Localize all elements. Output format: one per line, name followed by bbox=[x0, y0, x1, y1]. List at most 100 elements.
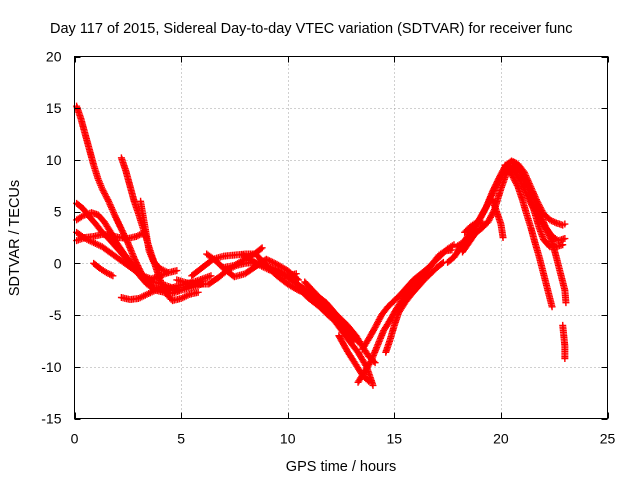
series-track26 bbox=[488, 195, 507, 241]
data-point bbox=[104, 196, 112, 204]
series-track19 bbox=[358, 246, 456, 353]
data-point bbox=[268, 258, 276, 266]
data-point bbox=[105, 199, 113, 207]
data-point bbox=[489, 188, 497, 196]
data-point bbox=[106, 270, 114, 278]
chart-title: Day 117 of 2015, Sidereal Day-to-day VTE… bbox=[50, 21, 572, 37]
series-track28 bbox=[461, 218, 488, 236]
axis-ticks: 0 5 10 15 20 25 20 15 10 5 0 -5 -10 -15 bbox=[41, 49, 615, 447]
data-point bbox=[160, 284, 168, 292]
series-track9 bbox=[117, 284, 168, 304]
data-point bbox=[270, 259, 278, 267]
data-point bbox=[136, 231, 144, 239]
data-point bbox=[448, 246, 456, 254]
data-point bbox=[371, 323, 379, 331]
series-track20 bbox=[382, 258, 447, 356]
y-tick-label: -5 bbox=[49, 307, 62, 323]
x-tick-label: 20 bbox=[493, 431, 509, 447]
data-point bbox=[267, 257, 275, 265]
data-point bbox=[546, 216, 554, 224]
y-tick-label: 5 bbox=[54, 204, 62, 220]
x-tick-label: 15 bbox=[387, 431, 403, 447]
data-point bbox=[110, 210, 118, 218]
data-point bbox=[294, 276, 302, 284]
data-point bbox=[547, 236, 555, 244]
data-point bbox=[561, 235, 569, 243]
data-point bbox=[484, 218, 492, 226]
data-point bbox=[551, 218, 559, 226]
data-point bbox=[485, 216, 493, 224]
data-point bbox=[350, 336, 358, 344]
data-point bbox=[264, 256, 272, 264]
data-point bbox=[363, 376, 371, 384]
data-point bbox=[548, 303, 556, 311]
data-point bbox=[207, 272, 215, 280]
data-point bbox=[109, 272, 117, 280]
data-point bbox=[100, 188, 108, 196]
data-point bbox=[103, 194, 111, 202]
x-tick-label: 0 bbox=[71, 431, 79, 447]
data-point bbox=[175, 286, 183, 294]
data-point bbox=[110, 209, 118, 217]
data-point bbox=[109, 207, 117, 215]
data-point bbox=[374, 319, 382, 327]
series-track4 bbox=[73, 228, 183, 294]
data-point bbox=[107, 271, 115, 279]
data-point bbox=[499, 234, 507, 241]
data-point bbox=[487, 213, 495, 221]
data-point bbox=[561, 355, 569, 363]
data-point bbox=[292, 270, 300, 278]
data-point bbox=[365, 377, 373, 385]
data-point bbox=[479, 209, 487, 217]
data-point bbox=[480, 207, 488, 215]
data-point bbox=[101, 191, 109, 199]
y-tick-label: -15 bbox=[41, 411, 61, 427]
series-track25 bbox=[510, 166, 570, 307]
data-point bbox=[98, 185, 106, 193]
data-point bbox=[101, 190, 109, 198]
data-point bbox=[107, 202, 115, 210]
data-point bbox=[173, 267, 181, 275]
data-point bbox=[104, 269, 112, 277]
data-point bbox=[265, 257, 273, 265]
data-point bbox=[549, 217, 557, 225]
data-point bbox=[373, 320, 381, 328]
data-point bbox=[375, 316, 383, 324]
plot-frame bbox=[74, 56, 608, 419]
x-tick-label: 25 bbox=[600, 431, 616, 447]
data-point bbox=[164, 269, 172, 277]
data-point bbox=[372, 322, 380, 330]
data-point bbox=[257, 245, 265, 253]
data-point bbox=[108, 205, 116, 213]
x-tick-label: 10 bbox=[280, 431, 296, 447]
data-point bbox=[518, 171, 526, 179]
data-point bbox=[102, 269, 110, 277]
data-point bbox=[102, 193, 110, 201]
data-point bbox=[293, 275, 301, 283]
data-point bbox=[194, 288, 202, 296]
y-tick-label: 10 bbox=[46, 152, 62, 168]
data-point bbox=[107, 204, 115, 212]
x-tick-label: 5 bbox=[177, 431, 185, 447]
data-point bbox=[490, 186, 498, 194]
data-point bbox=[106, 201, 114, 209]
data-point bbox=[482, 204, 490, 212]
data-point bbox=[484, 199, 492, 207]
y-tick-label: -10 bbox=[41, 359, 61, 375]
data-point bbox=[559, 241, 567, 249]
data-point bbox=[519, 172, 527, 180]
x-axis-label: GPS time / hours bbox=[286, 459, 396, 475]
data-point bbox=[105, 197, 113, 205]
data-point bbox=[99, 186, 107, 194]
data-point bbox=[562, 299, 570, 307]
data-points bbox=[73, 102, 570, 389]
data-point bbox=[349, 335, 357, 343]
data-point bbox=[376, 314, 384, 322]
data-point bbox=[478, 212, 486, 220]
data-point bbox=[518, 169, 526, 177]
data-point bbox=[440, 248, 448, 256]
y-tick-label: 0 bbox=[54, 255, 62, 271]
data-point bbox=[258, 244, 266, 252]
y-tick-label: 20 bbox=[46, 49, 62, 65]
